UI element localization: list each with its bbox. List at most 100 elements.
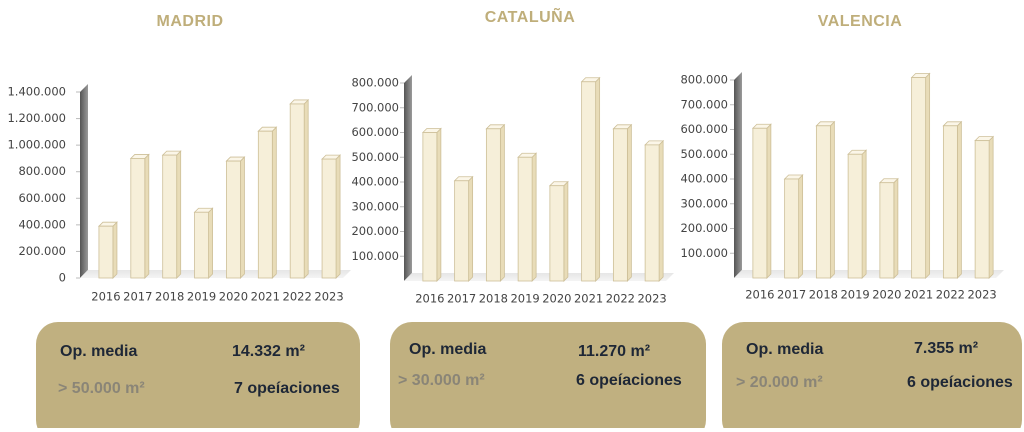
bar <box>130 158 146 279</box>
bar <box>194 211 209 279</box>
y-tick-label: 800.000 <box>351 76 399 90</box>
y-tick-label: 200.000 <box>18 244 66 258</box>
bar-side <box>861 149 867 279</box>
card <box>36 322 360 432</box>
bar <box>422 132 438 282</box>
y-tick-label: 700.000 <box>351 100 399 114</box>
x-tick-label: 2017 <box>777 288 806 302</box>
bar <box>847 153 863 279</box>
y-tick-label: 1.000.000 <box>7 138 66 152</box>
x-tick-label: 2018 <box>155 290 184 304</box>
bar-side <box>626 123 632 282</box>
y-tick-label: 700.000 <box>680 97 728 111</box>
card-value: 14.332 m² <box>232 343 305 360</box>
bar-side <box>595 76 601 282</box>
y-tick-label: 1.400.000 <box>7 85 66 99</box>
card-label: > 30.000 m² <box>398 372 485 389</box>
bar-side <box>563 180 569 282</box>
card <box>722 322 1022 432</box>
y-tick-label: 400.000 <box>18 217 66 231</box>
wall <box>734 72 742 278</box>
x-tick-label: 2022 <box>283 290 312 304</box>
bar <box>289 103 305 279</box>
x-tick-label: 2023 <box>967 288 996 302</box>
card <box>390 322 706 432</box>
y-tick-label: 100.000 <box>351 249 399 263</box>
bar <box>942 125 958 279</box>
bar-side <box>829 120 835 279</box>
card-label: Op. media <box>409 341 486 358</box>
bar-side <box>798 174 804 279</box>
bar-side <box>766 123 772 279</box>
bar-side <box>499 123 505 282</box>
bar-side <box>271 126 277 279</box>
x-tick-label: 2020 <box>542 292 571 306</box>
chart-title: VALENCIA <box>818 13 903 30</box>
bar-side <box>240 156 245 279</box>
bar <box>321 158 337 279</box>
card-value: 6 opeíaciones <box>576 372 682 389</box>
chart: MADRID 0 200.000 400.000 600.000 800.000 1.000… <box>7 13 351 304</box>
bar-side <box>436 127 442 282</box>
y-tick-label: 600.000 <box>680 122 728 136</box>
wall <box>80 84 88 278</box>
y-tick-label: 500.000 <box>351 150 399 164</box>
x-tick-label: 2016 <box>91 290 120 304</box>
y-tick-label: 100.000 <box>680 246 728 260</box>
bar-side <box>208 207 213 279</box>
card-value: 11.270 m² <box>578 343 650 360</box>
bar <box>752 127 768 279</box>
bar-side <box>956 120 962 279</box>
bar <box>879 182 895 279</box>
floor <box>734 270 1004 278</box>
x-tick-label: 2018 <box>809 288 838 302</box>
y-tick-label: 500.000 <box>680 147 728 161</box>
bar <box>162 154 178 279</box>
chart: CATALUÑA 100.000 200.000 300.000 400.000 500.… <box>351 6 674 306</box>
bar <box>815 125 831 279</box>
bar-side <box>335 154 341 279</box>
y-tick-label: 0 <box>59 271 66 285</box>
bar <box>784 178 800 279</box>
floor <box>404 273 674 281</box>
y-tick-label: 600.000 <box>18 191 66 205</box>
card-value: 6 opeíaciones <box>907 374 1013 391</box>
y-tick-label: 800.000 <box>18 164 66 178</box>
bar-side <box>988 135 994 279</box>
bar <box>257 130 273 279</box>
x-tick-label: 2021 <box>574 292 603 306</box>
bar <box>454 180 470 282</box>
floor <box>80 270 351 278</box>
x-tick-label: 2022 <box>606 292 635 306</box>
y-tick-label: 300.000 <box>351 199 399 213</box>
x-tick-label: 2019 <box>840 288 869 302</box>
x-tick-label: 2019 <box>187 290 216 304</box>
bar-side <box>658 139 664 282</box>
bar-side <box>925 72 931 279</box>
bar <box>974 140 990 279</box>
bar <box>644 144 660 282</box>
bar-side <box>112 221 118 279</box>
y-tick-label: 600.000 <box>351 125 399 139</box>
bar <box>612 128 628 282</box>
card-label: > 20.000 m² <box>736 374 823 391</box>
bar-side <box>144 153 150 279</box>
x-tick-label: 2022 <box>936 288 965 302</box>
x-tick-label: 2017 <box>447 292 476 306</box>
card-label: > 50.000 m² <box>58 380 145 397</box>
x-tick-label: 2016 <box>415 292 444 306</box>
card-value: 7.355 m² <box>914 340 978 357</box>
x-tick-label: 2021 <box>904 288 933 302</box>
x-tick-label: 2021 <box>251 290 280 304</box>
bar-side <box>893 177 899 279</box>
y-tick-label: 400.000 <box>351 175 399 189</box>
y-tick-label: 200.000 <box>680 221 728 235</box>
bar <box>98 225 114 279</box>
bar-side <box>303 98 309 279</box>
x-tick-label: 2016 <box>745 288 774 302</box>
bar-side <box>468 175 474 282</box>
bar <box>549 185 565 282</box>
x-tick-label: 2018 <box>479 292 508 306</box>
wall <box>404 75 412 281</box>
